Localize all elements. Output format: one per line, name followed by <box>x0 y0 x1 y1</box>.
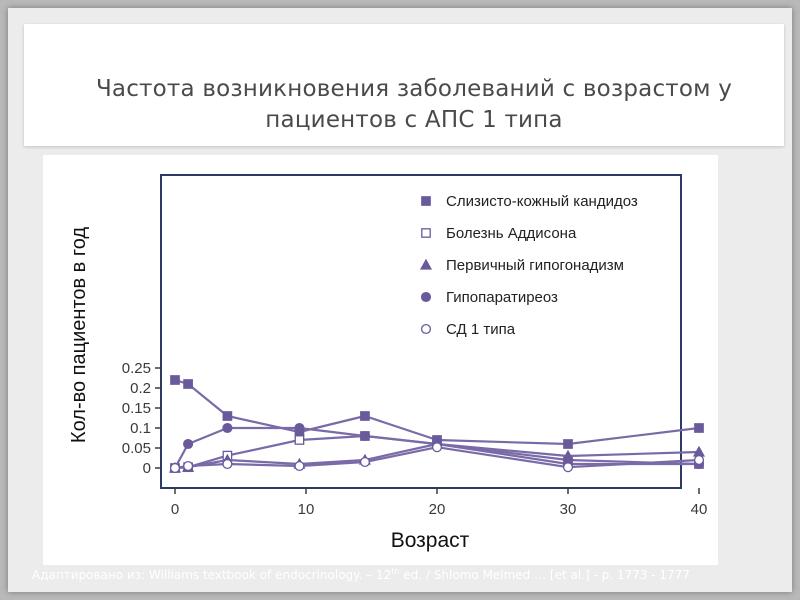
slide: Частота возникновения заболеваний с возр… <box>8 8 792 592</box>
legend-marker-2 <box>421 228 431 238</box>
legend-marker-4 <box>420 291 432 303</box>
data-point-series-5 <box>431 442 443 453</box>
data-point-series-1 <box>170 375 180 385</box>
y-tick-label: 0.05 <box>122 440 151 457</box>
data-point-series-5 <box>693 454 705 466</box>
data-point-series-1 <box>694 423 704 433</box>
legend-label: СД 1 типа <box>446 321 516 338</box>
slide-title: Частота возникновения заболеваний с возр… <box>95 76 733 133</box>
title-box: Частота возникновения заболеваний с возр… <box>24 24 784 146</box>
series-line-4 <box>174 426 699 469</box>
data-point-series-2 <box>294 435 305 445</box>
y-axis-label: Кол-во пациентов в год <box>68 227 90 443</box>
x-tick-label: 30 <box>560 501 577 518</box>
data-point-series-4 <box>294 422 305 434</box>
data-point-series-4 <box>222 422 233 434</box>
x-tick-label: 20 <box>429 501 446 518</box>
data-point-series-1 <box>360 411 370 421</box>
caption-text: Адаптировано из: Williams textbook of en… <box>32 568 392 582</box>
data-point-series-1 <box>563 439 573 449</box>
legend-label: Болезнь Аддисона <box>446 225 577 242</box>
data-point-series-5 <box>294 460 305 472</box>
y-tick-label: 0.2 <box>130 380 151 397</box>
data-point-series-1 <box>222 411 233 421</box>
legend-marker-1 <box>421 196 431 206</box>
y-tick-label: 0 <box>143 460 151 477</box>
source-caption: Адаптировано из: Williams textbook of en… <box>32 566 792 584</box>
x-tick-label: 40 <box>691 501 708 518</box>
data-point-series-5 <box>169 462 181 474</box>
y-tick-label: 0.1 <box>130 420 151 437</box>
data-point-series-5 <box>562 462 574 473</box>
legend-marker-5 <box>420 323 432 335</box>
data-point-series-4 <box>359 430 371 442</box>
x-axis-label: Возраст <box>391 529 470 552</box>
legend-label: Слизисто-кожный кандидоз <box>446 193 638 210</box>
data-point-series-5 <box>183 460 194 472</box>
y-tick-label: 0.15 <box>122 400 151 417</box>
caption-superscript: th <box>391 567 400 576</box>
chart-panel: 0 0.05 0.1 0.15 0.2 0.25 0 10 20 30 40 Возраст Кол-в… <box>43 155 718 565</box>
data-point-series-4 <box>183 438 194 450</box>
x-tick-label: 0 <box>171 501 179 518</box>
legend-label: Гипопаратиреоз <box>446 289 558 306</box>
series-line-1 <box>174 378 700 446</box>
y-tick-label: 0.25 <box>122 360 151 377</box>
data-point-series-5 <box>359 456 371 468</box>
legend-label: Первичный гипогонадизм <box>446 257 624 274</box>
series-line-5 <box>174 446 700 470</box>
caption-text-end: ed. / Shlomo Melmed … [et al.] - p. 1773… <box>399 568 690 582</box>
x-tick-label: 10 <box>298 501 315 518</box>
data-point-series-5 <box>222 458 233 470</box>
data-point-series-1 <box>183 379 193 389</box>
legend-marker-3 <box>419 258 433 270</box>
plot-frame <box>160 174 682 489</box>
line-chart: 0 0.05 0.1 0.15 0.2 0.25 0 10 20 30 40 Возраст Кол-в… <box>68 174 708 552</box>
